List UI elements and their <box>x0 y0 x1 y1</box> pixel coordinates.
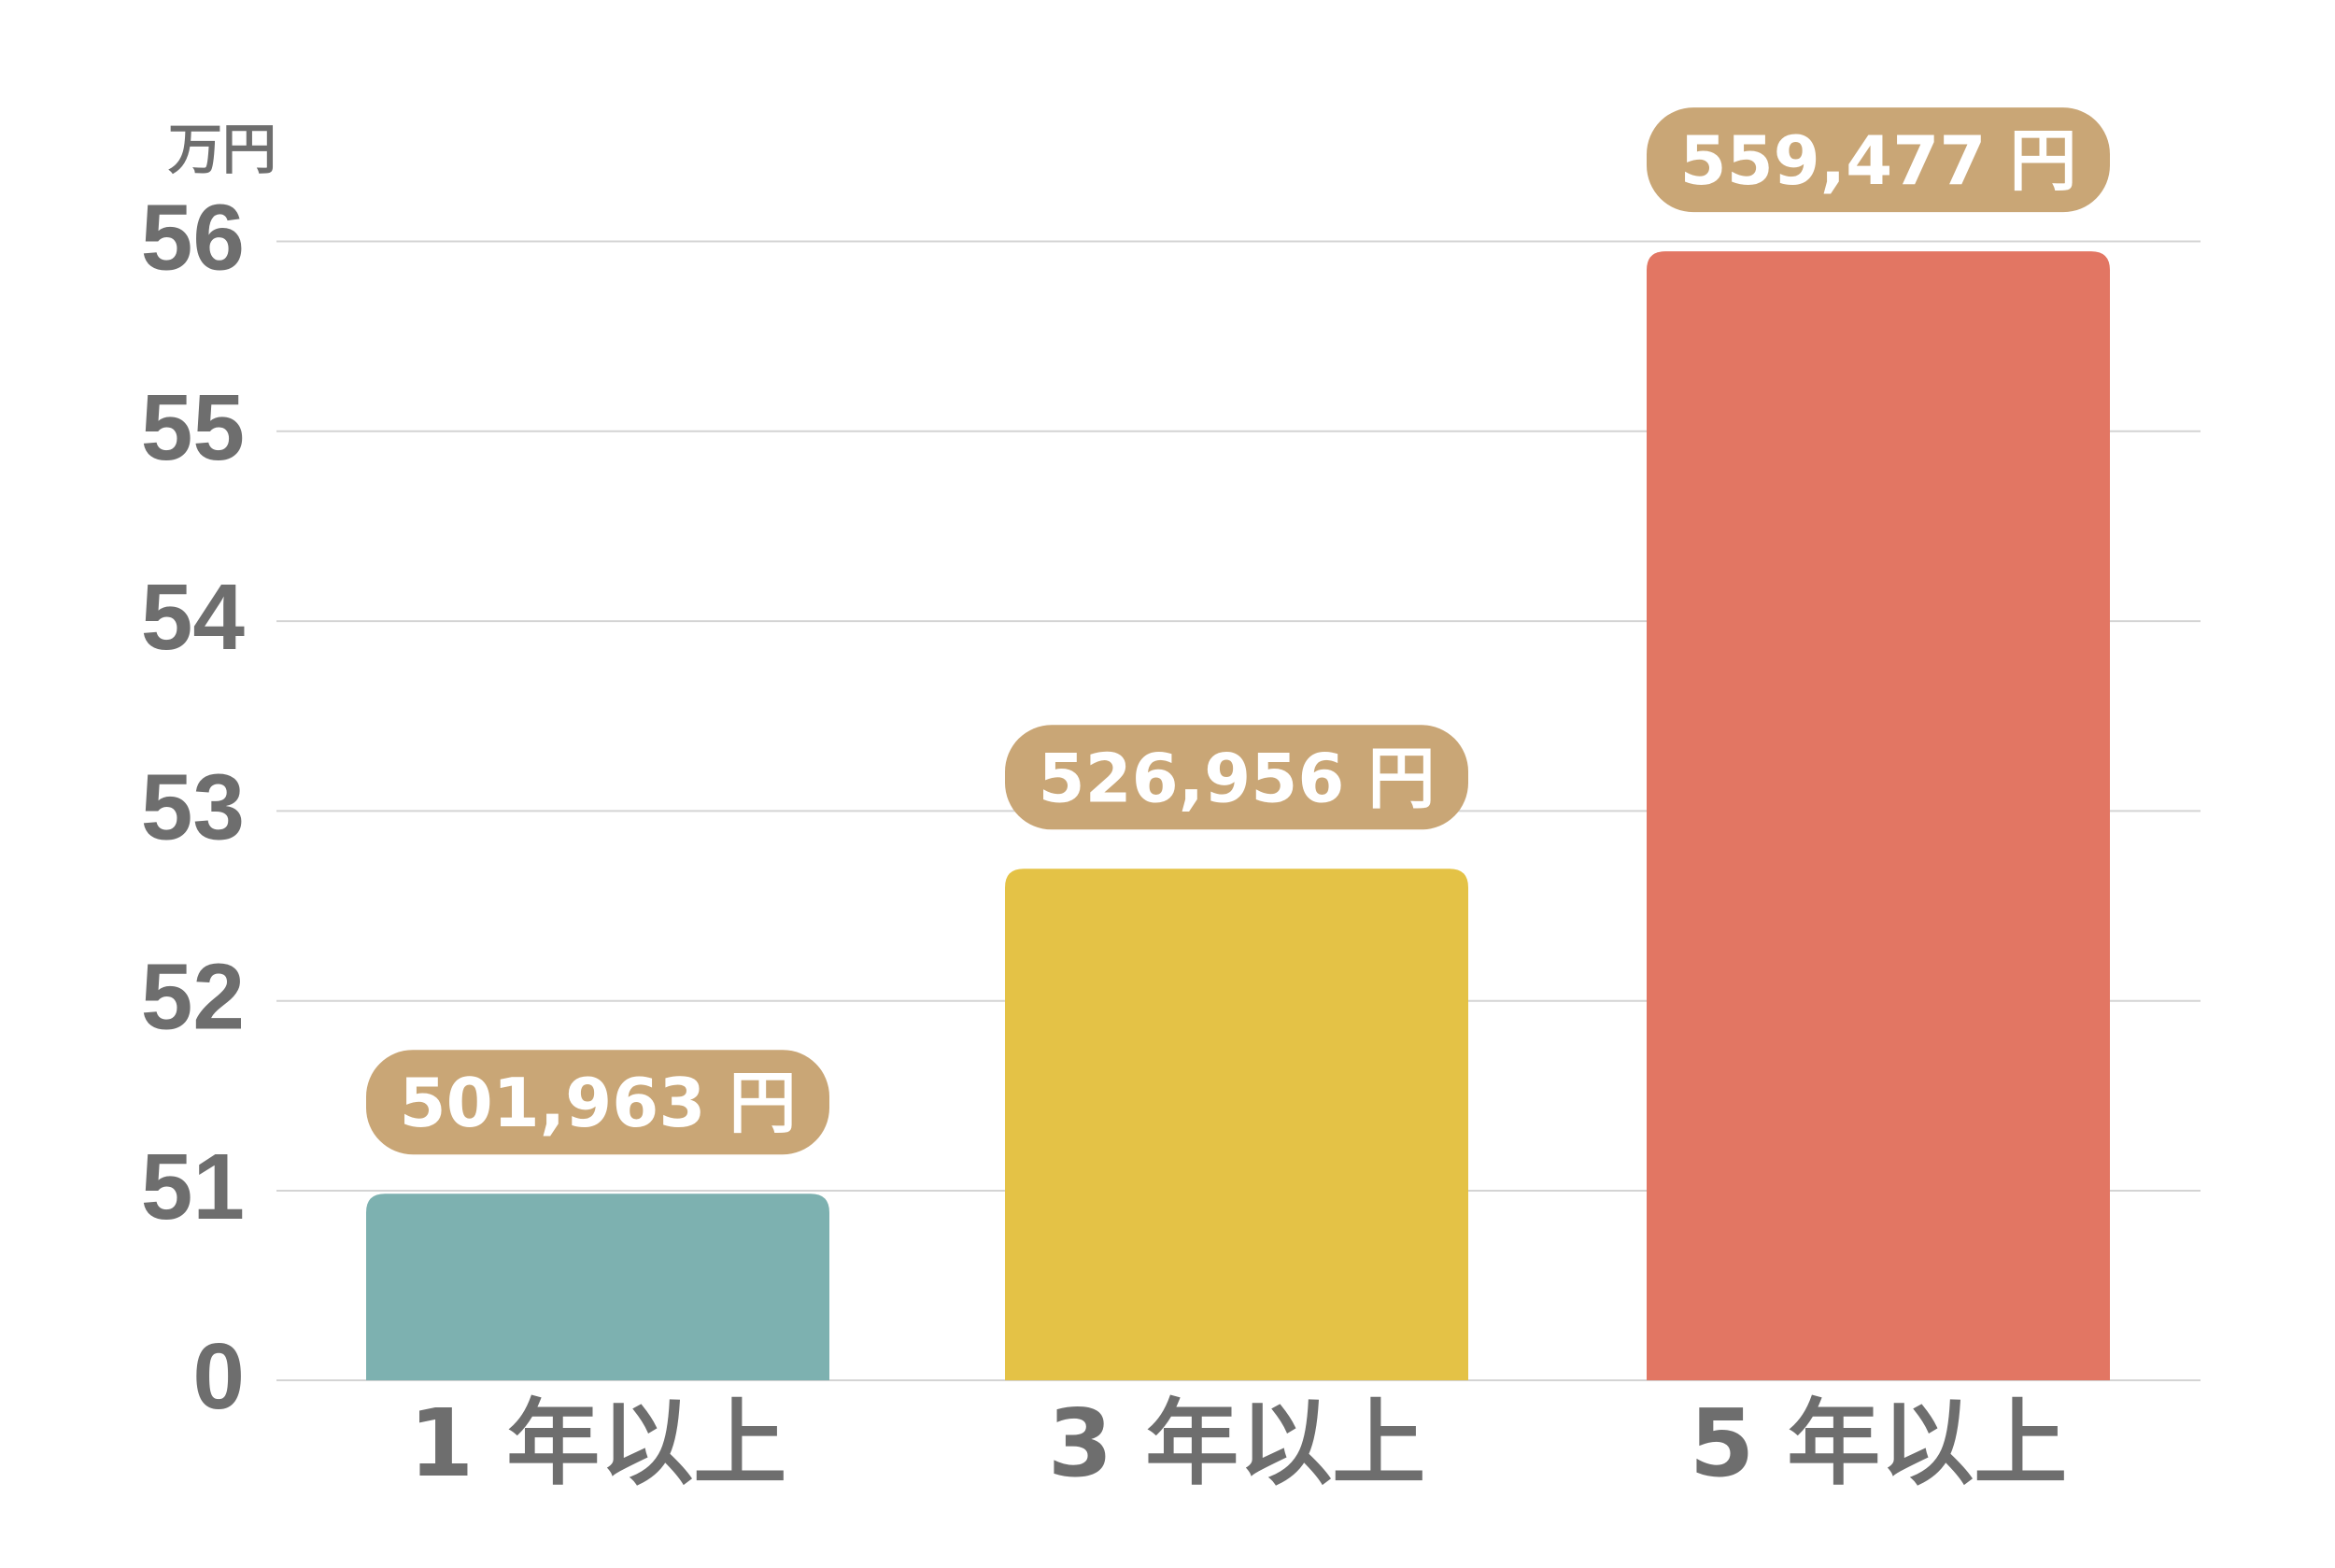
y-axis-unit-label: 万円 <box>168 118 276 181</box>
bar <box>1005 869 1468 1380</box>
y-tick-label: 52 <box>141 945 245 1050</box>
data-label-pill <box>1647 107 2110 213</box>
data-label: 501,963 円 <box>399 1064 796 1142</box>
data-labels: 501,963 円 526,956 円 559,477 円 <box>366 107 2110 1155</box>
y-axis-tick-labels: 0 51 52 53 54 55 56 <box>141 186 246 1430</box>
data-label: 559,477 円 <box>1679 121 2076 200</box>
x-category-label: 3 年以上 <box>1048 1389 1425 1498</box>
y-tick-label: 53 <box>141 755 245 859</box>
y-tick-label: 56 <box>141 186 245 290</box>
y-tick-label: 55 <box>141 375 245 480</box>
x-category-label: 5 年以上 <box>1690 1389 2067 1498</box>
y-tick-label: 0 <box>192 1324 245 1429</box>
bar <box>1647 251 2110 1381</box>
x-axis-category-labels: 1 年以上 3 年以上 5 年以上 <box>409 1389 2067 1498</box>
data-label-pill <box>1005 725 1468 830</box>
y-tick-label: 54 <box>141 565 246 670</box>
bars <box>366 251 2110 1381</box>
bar <box>366 1194 829 1380</box>
x-category-label: 1 年以上 <box>409 1389 786 1498</box>
data-label: 526,956 円 <box>1038 739 1435 817</box>
data-label-pill <box>366 1050 829 1155</box>
y-tick-label: 51 <box>141 1135 245 1239</box>
